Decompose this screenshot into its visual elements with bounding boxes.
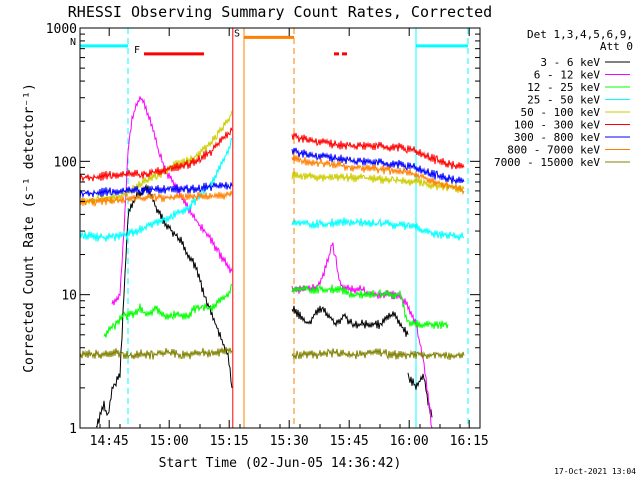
y-tick-label: 10 <box>61 289 77 304</box>
series-line-3-6-kev-seg-2 <box>291 305 409 337</box>
series-line-100-300-kev-seg-1 <box>79 127 233 183</box>
flag-label-n: N <box>70 37 76 48</box>
series-line-800-7000-kev-seg-1 <box>79 190 233 208</box>
legend-label-300-800-kev: 300 - 800 keV <box>514 131 600 144</box>
flag-label-s: S <box>234 28 240 39</box>
legend-label-800-7000-kev: 800 - 7000 keV <box>507 144 600 157</box>
legend-label-100-300-kev: 100 - 300 keV <box>514 119 600 132</box>
series-line-300-800-kev-seg-2 <box>291 147 465 184</box>
y-tick-label: 100 <box>54 155 77 170</box>
y-axis-label: Corrected Count Rate (s⁻¹ detector⁻¹) <box>22 83 37 373</box>
legend-header-line: Att 0 <box>600 40 633 53</box>
footer-date: 17-Oct-2021 13:04 <box>554 467 636 476</box>
x-tick-label: 15:15 <box>210 434 249 449</box>
series-line-300-800-kev-seg-1 <box>79 181 233 199</box>
legend-label-25-50-kev: 25 - 50 keV <box>527 94 600 107</box>
series-line-12-25-kev-seg-1 <box>103 283 233 338</box>
y-tick-label: 1000 <box>46 22 77 37</box>
x-tick-label: 16:15 <box>450 434 489 449</box>
series-line-3-6-kev-seg-3 <box>407 372 433 418</box>
x-tick-label: 14:45 <box>90 434 129 449</box>
x-tick-label: 15:00 <box>150 434 189 449</box>
flag-label-f: F <box>134 45 140 56</box>
legend-header-line: Det 1,3,4,5,6,9, <box>527 28 633 41</box>
legend-label-6-12-kev: 6 - 12 keV <box>534 69 601 82</box>
legend-label-7000-15000-kev: 7000 - 15000 keV <box>494 156 600 169</box>
plot-marks: F N S <box>70 28 469 429</box>
y-tick-label: 1 <box>69 422 77 437</box>
series-line-6-12-kev-seg-1 <box>111 96 233 306</box>
series-line-7000-15000-kev-seg-1 <box>79 346 233 360</box>
series-line-100-300-kev-seg-2 <box>291 132 465 170</box>
chart-title: RHESSI Observing Summary Count Rates, Co… <box>68 3 492 21</box>
series-line-50-100-kev-seg-2 <box>291 171 465 193</box>
legend-label-12-25-kev: 12 - 25 keV <box>527 81 600 94</box>
x-tick-label: 15:30 <box>270 434 309 449</box>
series-line-800-7000-kev-seg-2 <box>291 154 465 196</box>
x-tick-label: 15:45 <box>330 434 369 449</box>
x-axis-label: Start Time (02-Jun-05 14:36:42) <box>159 456 402 471</box>
series-line-25-50-kev-seg-2 <box>291 217 465 241</box>
x-tick-label: 16:00 <box>390 434 429 449</box>
legend-label-50-100-kev: 50 - 100 keV <box>521 106 601 119</box>
series-line-7000-15000-kev-seg-2 <box>291 348 465 361</box>
legend-label-3-6-kev: 3 - 6 keV <box>540 56 600 69</box>
axis-ticks: 14:45 15:00 15:15 15:30 15:45 16:00 16:15 1 10 10… <box>46 22 489 449</box>
series-line-12-25-kev-seg-2 <box>291 284 449 329</box>
